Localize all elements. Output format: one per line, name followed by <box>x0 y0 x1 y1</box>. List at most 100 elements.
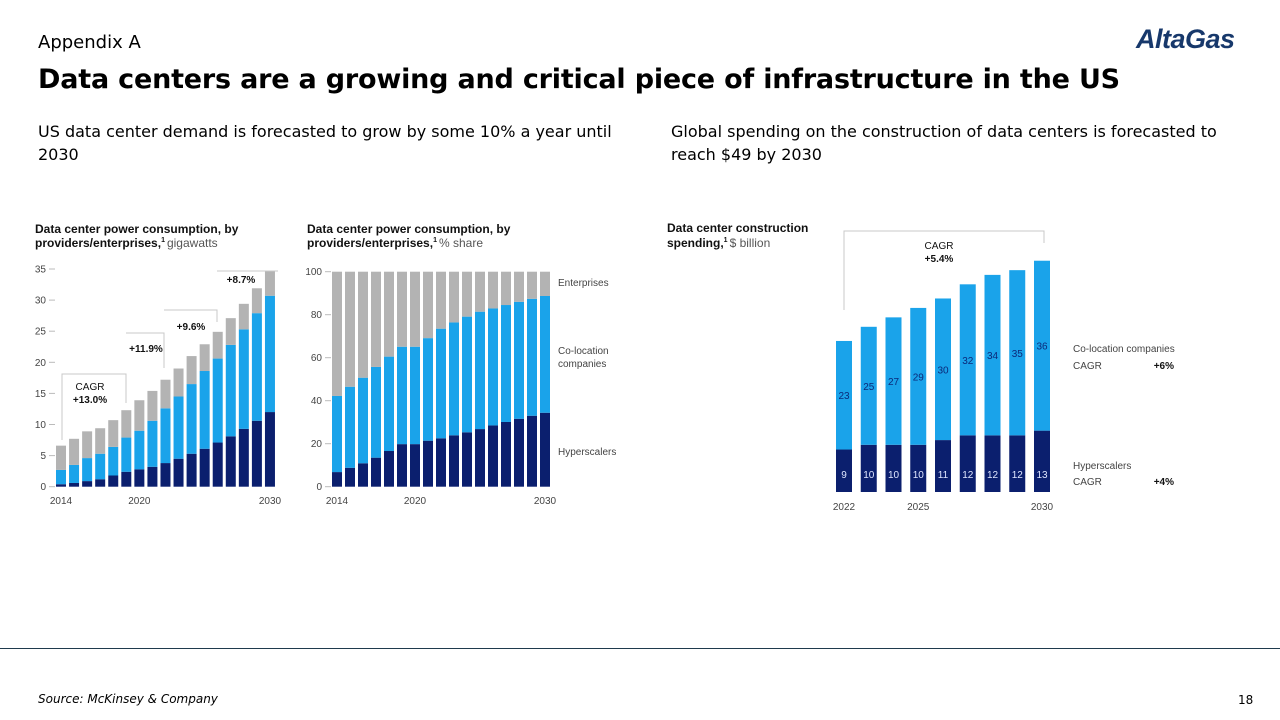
chart2-bar-colocation-2016 <box>358 377 368 464</box>
chart3-bar-colocation-2025 <box>910 307 927 445</box>
chart1-bar-colocation-2024 <box>186 384 197 454</box>
chart3-bar-colocation-2029 <box>1009 270 1026 436</box>
chart1-bar-colocation-2016 <box>82 458 93 482</box>
chart3-cagr-bracket <box>843 230 1045 310</box>
chart1-bar-hyperscalers-2019 <box>121 471 132 487</box>
chart2-legend-colocation-2: companies <box>558 359 606 370</box>
chart1-cagr-2: +11.9% <box>129 344 163 355</box>
chart1-bar-hyperscalers-2018 <box>108 475 119 487</box>
chart2-bar-colocation-2024 <box>462 316 472 433</box>
chart2-bar-colocation-2028 <box>514 301 524 419</box>
chart3-legend-colocation-cagr-label: CAGR <box>1073 361 1102 372</box>
chart1-bar-colocation-2023 <box>173 396 184 459</box>
chart1-ytick-label: 35 <box>35 265 47 276</box>
chart3-bar-hyperscalers-2030 <box>1034 430 1050 492</box>
chart1-bar-hyperscalers-2021 <box>147 466 158 487</box>
chart2-bar-colocation-2023 <box>449 322 459 436</box>
chart3-bar-hyperscalers-2029 <box>1009 435 1026 492</box>
chart2-bar-hyperscalers-2028 <box>514 418 524 487</box>
chart3-data-label-colocation-2025: 29 <box>913 372 925 383</box>
chart2-ytick-label: 20 <box>311 439 323 450</box>
chart3-data-label-colocation-2028: 34 <box>987 351 999 362</box>
chart2-bar-enterprises-2024 <box>462 271 472 317</box>
chart2-bar-colocation-2025 <box>475 311 485 430</box>
chart3-bar-hyperscalers-2026 <box>935 440 951 492</box>
chart1-bar-enterprises-2014 <box>56 445 66 470</box>
chart3-bar-colocation-2023 <box>860 326 877 445</box>
chart1-unit: gigawatts <box>167 236 218 250</box>
chart1-title-line1: Data center power consumption, by <box>35 222 239 236</box>
chart2-bar-colocation-2015 <box>345 386 355 468</box>
chart2-bar-enterprises-2015 <box>345 271 355 387</box>
chart1-cagr-bracket-3 <box>164 309 218 322</box>
chart2-bar-enterprises-2022 <box>436 271 446 329</box>
chart2-ytick-label: 40 <box>311 396 323 407</box>
chart1-bar-enterprises-2025 <box>199 344 210 372</box>
chart1-bar-hyperscalers-2017 <box>95 479 106 487</box>
chart1-bar-enterprises-2027 <box>225 318 236 345</box>
chart2-bar-hyperscalers-2015 <box>345 467 355 487</box>
chart2-ytick-label: 0 <box>316 482 322 493</box>
chart1-bar-colocation-2019 <box>121 437 132 472</box>
chart1-bar-hyperscalers-2014 <box>56 484 66 487</box>
chart1-bar-hyperscalers-2028 <box>238 428 249 487</box>
chart3-data-label-hyperscalers-2027: 12 <box>962 470 974 481</box>
chart3-data-label-hyperscalers-2030: 13 <box>1036 470 1048 481</box>
chart3-data-label-colocation-2023: 25 <box>863 382 875 393</box>
chart3-bar-hyperscalers-2023 <box>860 444 877 492</box>
chart3-unit: $ billion <box>730 236 771 250</box>
chart2-bar-enterprises-2021 <box>423 271 433 339</box>
chart1-cagr-label: CAGR <box>76 382 105 393</box>
chart1-bar-colocation-2027 <box>225 344 236 437</box>
chart3-cagr-value: +5.4% <box>925 254 954 265</box>
chart2-bar-colocation-2017 <box>371 366 381 458</box>
chart2-ytick-label: 80 <box>311 310 323 321</box>
chart2-bar-hyperscalers-2025 <box>475 429 485 487</box>
chart1-bar-hyperscalers-2030 <box>264 412 275 487</box>
chart1-xtick-label: 2014 <box>50 496 73 507</box>
chart3-bar-colocation-2028 <box>984 274 1001 436</box>
chart3-data-label-colocation-2027: 32 <box>962 356 974 367</box>
chart3-title-line2: spending,1 $ billion <box>667 236 770 250</box>
chart1-bar-enterprises-2016 <box>82 431 93 459</box>
chart1-bar-hyperscalers-2029 <box>251 420 262 487</box>
chart2-bar-enterprises-2028 <box>514 271 524 302</box>
chart2-bar-hyperscalers-2026 <box>488 425 498 487</box>
chart3-title-line2-text: spending, <box>667 236 724 250</box>
chart1-bar-enterprises-2026 <box>212 331 223 359</box>
chart3-data-label-colocation-2026: 30 <box>937 365 949 376</box>
chart1-bar-enterprises-2019 <box>121 410 132 438</box>
chart1-xtick-label: 2030 <box>259 496 282 507</box>
chart2-legend-hyperscalers: Hyperscalers <box>558 447 616 458</box>
chart1-bar-colocation-2020 <box>134 430 145 470</box>
chart1-ytick-label: 15 <box>35 389 47 400</box>
altagas-logo: AltaGas <box>1136 24 1235 54</box>
chart3-bar-hyperscalers-2028 <box>984 435 1001 492</box>
chart3-data-label-colocation-2029: 35 <box>1012 349 1024 360</box>
chart1-bar-hyperscalers-2015 <box>69 482 80 487</box>
chart2-bar-hyperscalers-2017 <box>371 457 381 487</box>
chart2-bar-hyperscalers-2021 <box>423 440 433 487</box>
page-title: Data centers are a growing and critical … <box>38 64 1120 95</box>
chart2-bar-hyperscalers-2027 <box>501 421 511 487</box>
chart3-data-label-hyperscalers-2024: 10 <box>888 470 900 481</box>
chart1-xtick-label: 2020 <box>128 496 151 507</box>
chart1-bar-colocation-2025 <box>199 371 210 449</box>
chart1-bar-enterprises-2028 <box>238 303 249 330</box>
chart2-bar-hyperscalers-2019 <box>397 444 407 487</box>
chart1-bar-hyperscalers-2020 <box>134 469 145 487</box>
chart3-legend-hyperscalers-cagr-label: CAGR <box>1073 477 1102 488</box>
chart2-bar-colocation-2019 <box>397 346 407 445</box>
chart1-bar-hyperscalers-2027 <box>225 436 236 487</box>
chart2-bar-hyperscalers-2014 <box>332 472 342 487</box>
chart2-bar-hyperscalers-2029 <box>527 415 537 487</box>
chart3-cagr-label: CAGR <box>925 241 954 252</box>
chart3-bar-hyperscalers-2027 <box>959 435 976 492</box>
chart3-legend-hyperscalers-cagr: +4% <box>1154 477 1174 488</box>
chart1-bar-hyperscalers-2022 <box>160 463 171 487</box>
chart1-bar-enterprises-2015 <box>69 438 80 465</box>
chart1-ytick-label: 20 <box>35 358 47 369</box>
chart2-bar-enterprises-2027 <box>501 271 511 306</box>
chart1-bar-colocation-2026 <box>212 358 223 443</box>
right-subtitle: Global spending on the construction of d… <box>671 122 1217 164</box>
